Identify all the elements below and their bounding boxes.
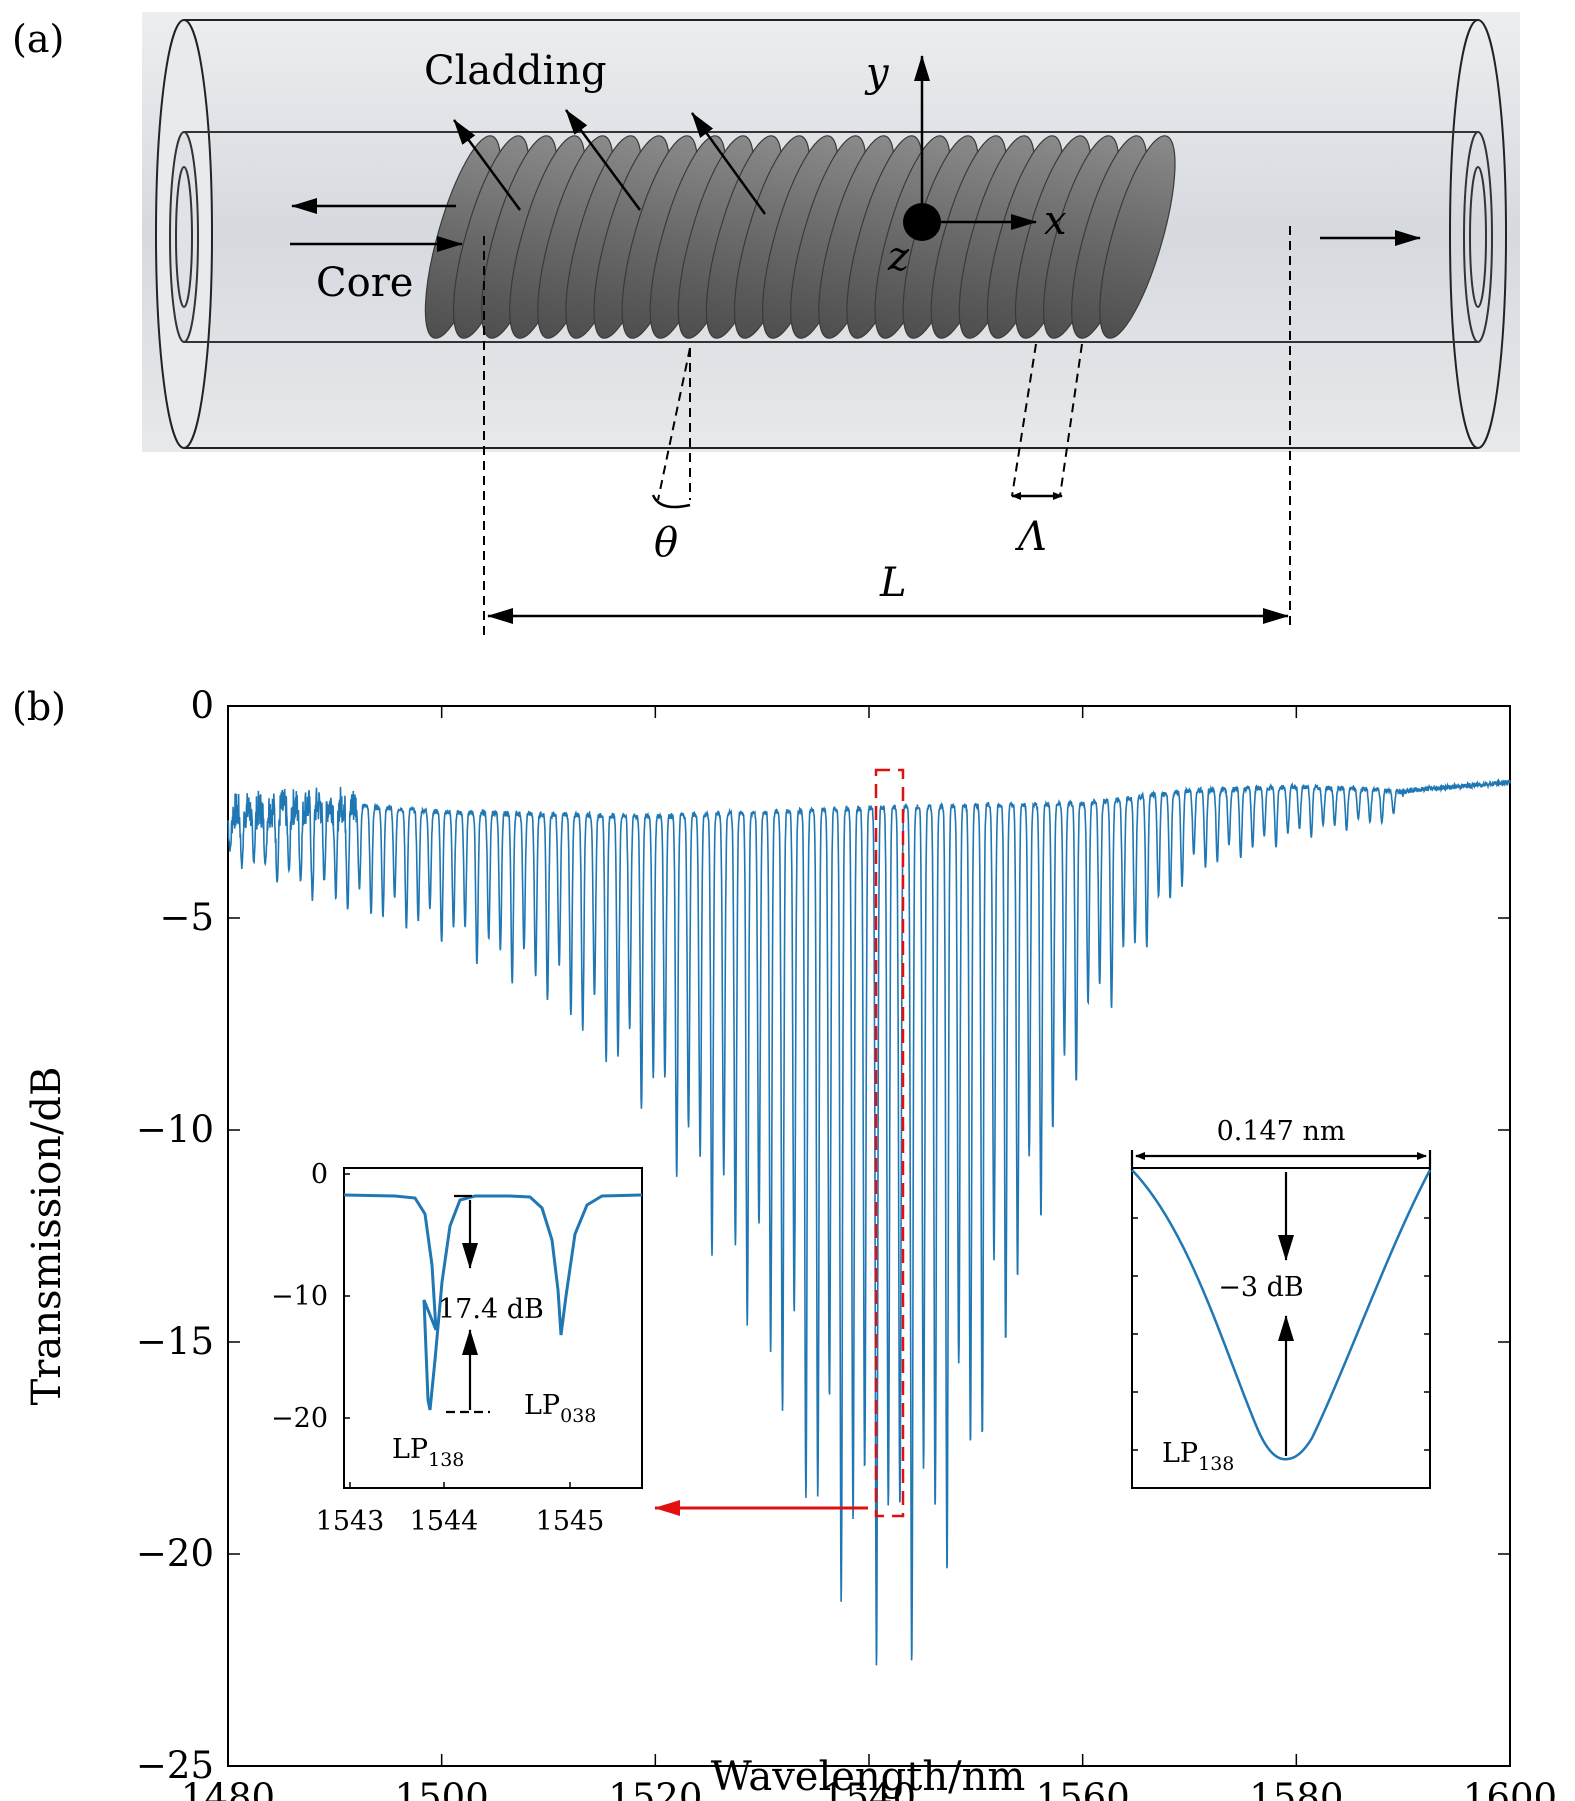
- core-label: Core: [316, 260, 413, 306]
- transmission-line: [227, 778, 1511, 1666]
- x-tick-label: 1480: [181, 1776, 275, 1801]
- panel-a-label: (a): [12, 17, 64, 61]
- inset-left-mode2-sub: 038: [560, 1405, 596, 1427]
- inset-right-mode-sub: 138: [1198, 1453, 1234, 1475]
- axes-ticks: 1480 1500 1520 1540 1560 1580 1600 0 −5 −10 −15 −20…: [136, 684, 1557, 1801]
- theta-label: θ: [654, 520, 678, 566]
- x-axis-title: Wavelength/nm: [711, 1754, 1026, 1800]
- inset-left-frame: [343, 1167, 643, 1489]
- cladding-arrows: [452, 109, 767, 215]
- tilted-grating: [424, 135, 1176, 339]
- core-tube: [169, 131, 1493, 343]
- y-axis-title: Transmission/dB: [24, 1067, 70, 1406]
- y-tick-label: 0: [190, 684, 214, 727]
- inset-right-curve: [1131, 1169, 1432, 1461]
- inset-left-x-tick-label: 1544: [410, 1506, 479, 1537]
- inset-right-width-label: 0.147 nm: [1217, 1116, 1346, 1147]
- axis-z-label: z: [887, 234, 910, 280]
- axis-x-label: x: [1044, 198, 1067, 244]
- transmission-series: [227, 778, 1511, 1666]
- inset-left-y-tick-label: 0: [311, 1159, 328, 1190]
- panel-b: (b) 1480 1500 1520 1540 1560 1580 1600 0 −5 −10 −1…: [12, 684, 1557, 1801]
- y-tick-label: −15: [136, 1320, 214, 1363]
- x-tick-label: 1580: [1249, 1776, 1343, 1801]
- z-axis-dot: [903, 203, 941, 241]
- axis-y-label: y: [864, 50, 890, 96]
- inset-right-mode-base: LP: [1162, 1438, 1198, 1469]
- inset-right-ticks: [1132, 1217, 1430, 1451]
- x-tick-label: 1520: [608, 1776, 702, 1801]
- x-tick-label: 1500: [395, 1776, 489, 1801]
- inset-left-mode1: LP138: [392, 1434, 464, 1471]
- y-tick-label: −20: [136, 1532, 214, 1575]
- inset-left-mode1-sub: 138: [428, 1449, 464, 1471]
- x-tick-label: 1560: [1036, 1776, 1130, 1801]
- inset-left-depth-label: 17.4 dB: [438, 1294, 544, 1325]
- core-arrows: [290, 198, 1421, 252]
- dimension-lines: [483, 226, 1291, 640]
- inset-left-y-tick-label: −20: [271, 1403, 328, 1434]
- grating-disc: [1099, 135, 1176, 339]
- inset-left-mode2-base: LP: [524, 1390, 560, 1421]
- inset-left-y-tick-label: −10: [271, 1281, 328, 1312]
- x-tick-label: 1540: [822, 1776, 916, 1801]
- inset-right-depth-label: −3 dB: [1218, 1272, 1304, 1303]
- y-tick-label: −5: [159, 896, 214, 939]
- inset-left-curve: [343, 1193, 643, 1411]
- y-tick-label: −10: [136, 1108, 214, 1151]
- theta-arc: [651, 494, 691, 509]
- highlight-box: [874, 768, 905, 1518]
- length-label: L: [879, 560, 907, 606]
- inset-right-width-arrow: [1130, 1150, 1432, 1170]
- inset-left-ticks: 1543 1544 1545 0 −10 −20: [271, 1159, 604, 1537]
- period-label: Λ: [1014, 514, 1047, 560]
- x-tick-label: 1600: [1463, 1776, 1557, 1801]
- y-tick-label: −25: [136, 1744, 214, 1787]
- cladding-label: Cladding: [424, 48, 607, 94]
- panel-b-label: (b): [12, 685, 66, 729]
- inset-right-mode: LP138: [1162, 1438, 1234, 1475]
- inset-left-x-tick-label: 1545: [536, 1506, 605, 1537]
- inset-left-mode1-base: LP: [392, 1434, 428, 1465]
- panel-a: (a) Cladding: [12, 12, 1520, 640]
- inset-left-x-tick-label: 1543: [316, 1506, 385, 1537]
- inset-right: 0.147 nm −3 dB LP138: [1130, 1116, 1432, 1489]
- inset-left-depth-marker: [446, 1194, 490, 1414]
- inset-left-mode2: LP038: [524, 1390, 596, 1427]
